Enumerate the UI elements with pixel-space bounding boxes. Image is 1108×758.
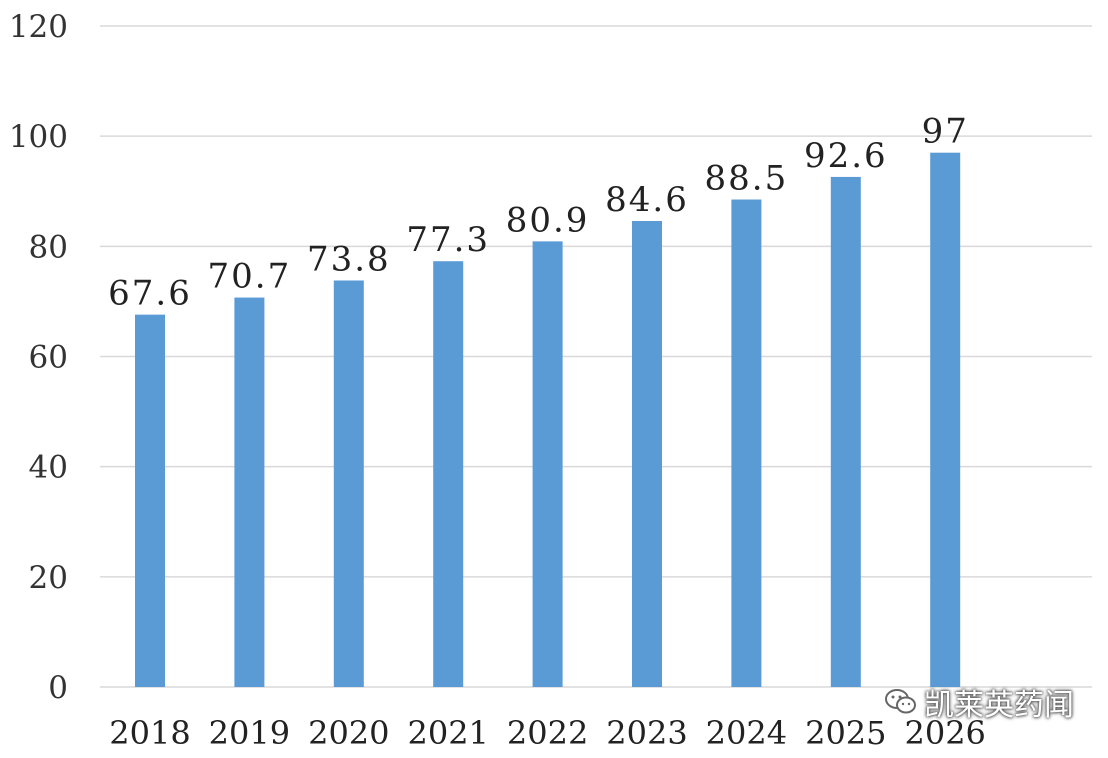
bar-2018 bbox=[135, 314, 165, 687]
y-tick-label: 80 bbox=[29, 229, 68, 265]
x-tick-label-2026: 2026 bbox=[904, 714, 985, 752]
watermark: 凯莱英药闻 bbox=[884, 680, 1074, 724]
y-tick-label: 100 bbox=[9, 119, 68, 155]
bar-2026 bbox=[930, 152, 961, 688]
x-tick-label-2020: 2020 bbox=[308, 714, 389, 752]
wechat-icon bbox=[885, 689, 916, 714]
y-tick-label: 0 bbox=[48, 670, 68, 706]
bar-2023 bbox=[632, 220, 662, 687]
x-tick-label-2025: 2025 bbox=[805, 714, 886, 752]
x-axis-ticks: 2018 2019 2020 2021 2022 2023 2024 2025 2026 bbox=[109, 714, 986, 752]
y-tick-label: 120 bbox=[9, 9, 68, 45]
bar-2021 bbox=[433, 261, 464, 687]
data-labels: 67.6 70.7 73.8 77.3 80.9 84.6 88.5 92.6 97 bbox=[108, 112, 969, 314]
data-label-2022: 80.9 bbox=[506, 200, 590, 240]
x-tick-label-2018: 2018 bbox=[109, 714, 190, 752]
bars bbox=[135, 152, 961, 688]
x-tick-label-2022: 2022 bbox=[507, 714, 588, 752]
y-tick-label: 40 bbox=[29, 450, 68, 486]
y-tick-label: 20 bbox=[29, 560, 68, 596]
gridlines bbox=[100, 25, 1092, 688]
x-tick-label-2023: 2023 bbox=[606, 714, 687, 752]
watermark-text: 凯莱英药闻 bbox=[924, 688, 1074, 723]
data-label-2024: 88.5 bbox=[705, 159, 789, 199]
bar-2019 bbox=[234, 297, 265, 687]
data-label-2023: 84.6 bbox=[605, 180, 689, 220]
bar-2020 bbox=[333, 280, 364, 687]
y-tick-label: 60 bbox=[29, 340, 68, 376]
bar-2025 bbox=[830, 176, 861, 687]
data-label-2018: 67.6 bbox=[108, 274, 192, 314]
bar-2022 bbox=[532, 241, 563, 687]
x-tick-label-2021: 2021 bbox=[407, 714, 488, 752]
data-label-2026: 97 bbox=[922, 112, 969, 152]
x-tick-label-2019: 2019 bbox=[209, 714, 290, 752]
data-label-2019: 70.7 bbox=[208, 257, 292, 297]
data-label-2021: 77.3 bbox=[406, 220, 490, 260]
x-tick-label-2024: 2024 bbox=[706, 714, 787, 752]
data-label-2025: 92.6 bbox=[804, 136, 888, 176]
y-axis-ticks: 0 20 40 60 80 100 120 bbox=[9, 9, 68, 706]
data-label-2020: 73.8 bbox=[307, 239, 391, 279]
bar-2024 bbox=[731, 199, 762, 687]
